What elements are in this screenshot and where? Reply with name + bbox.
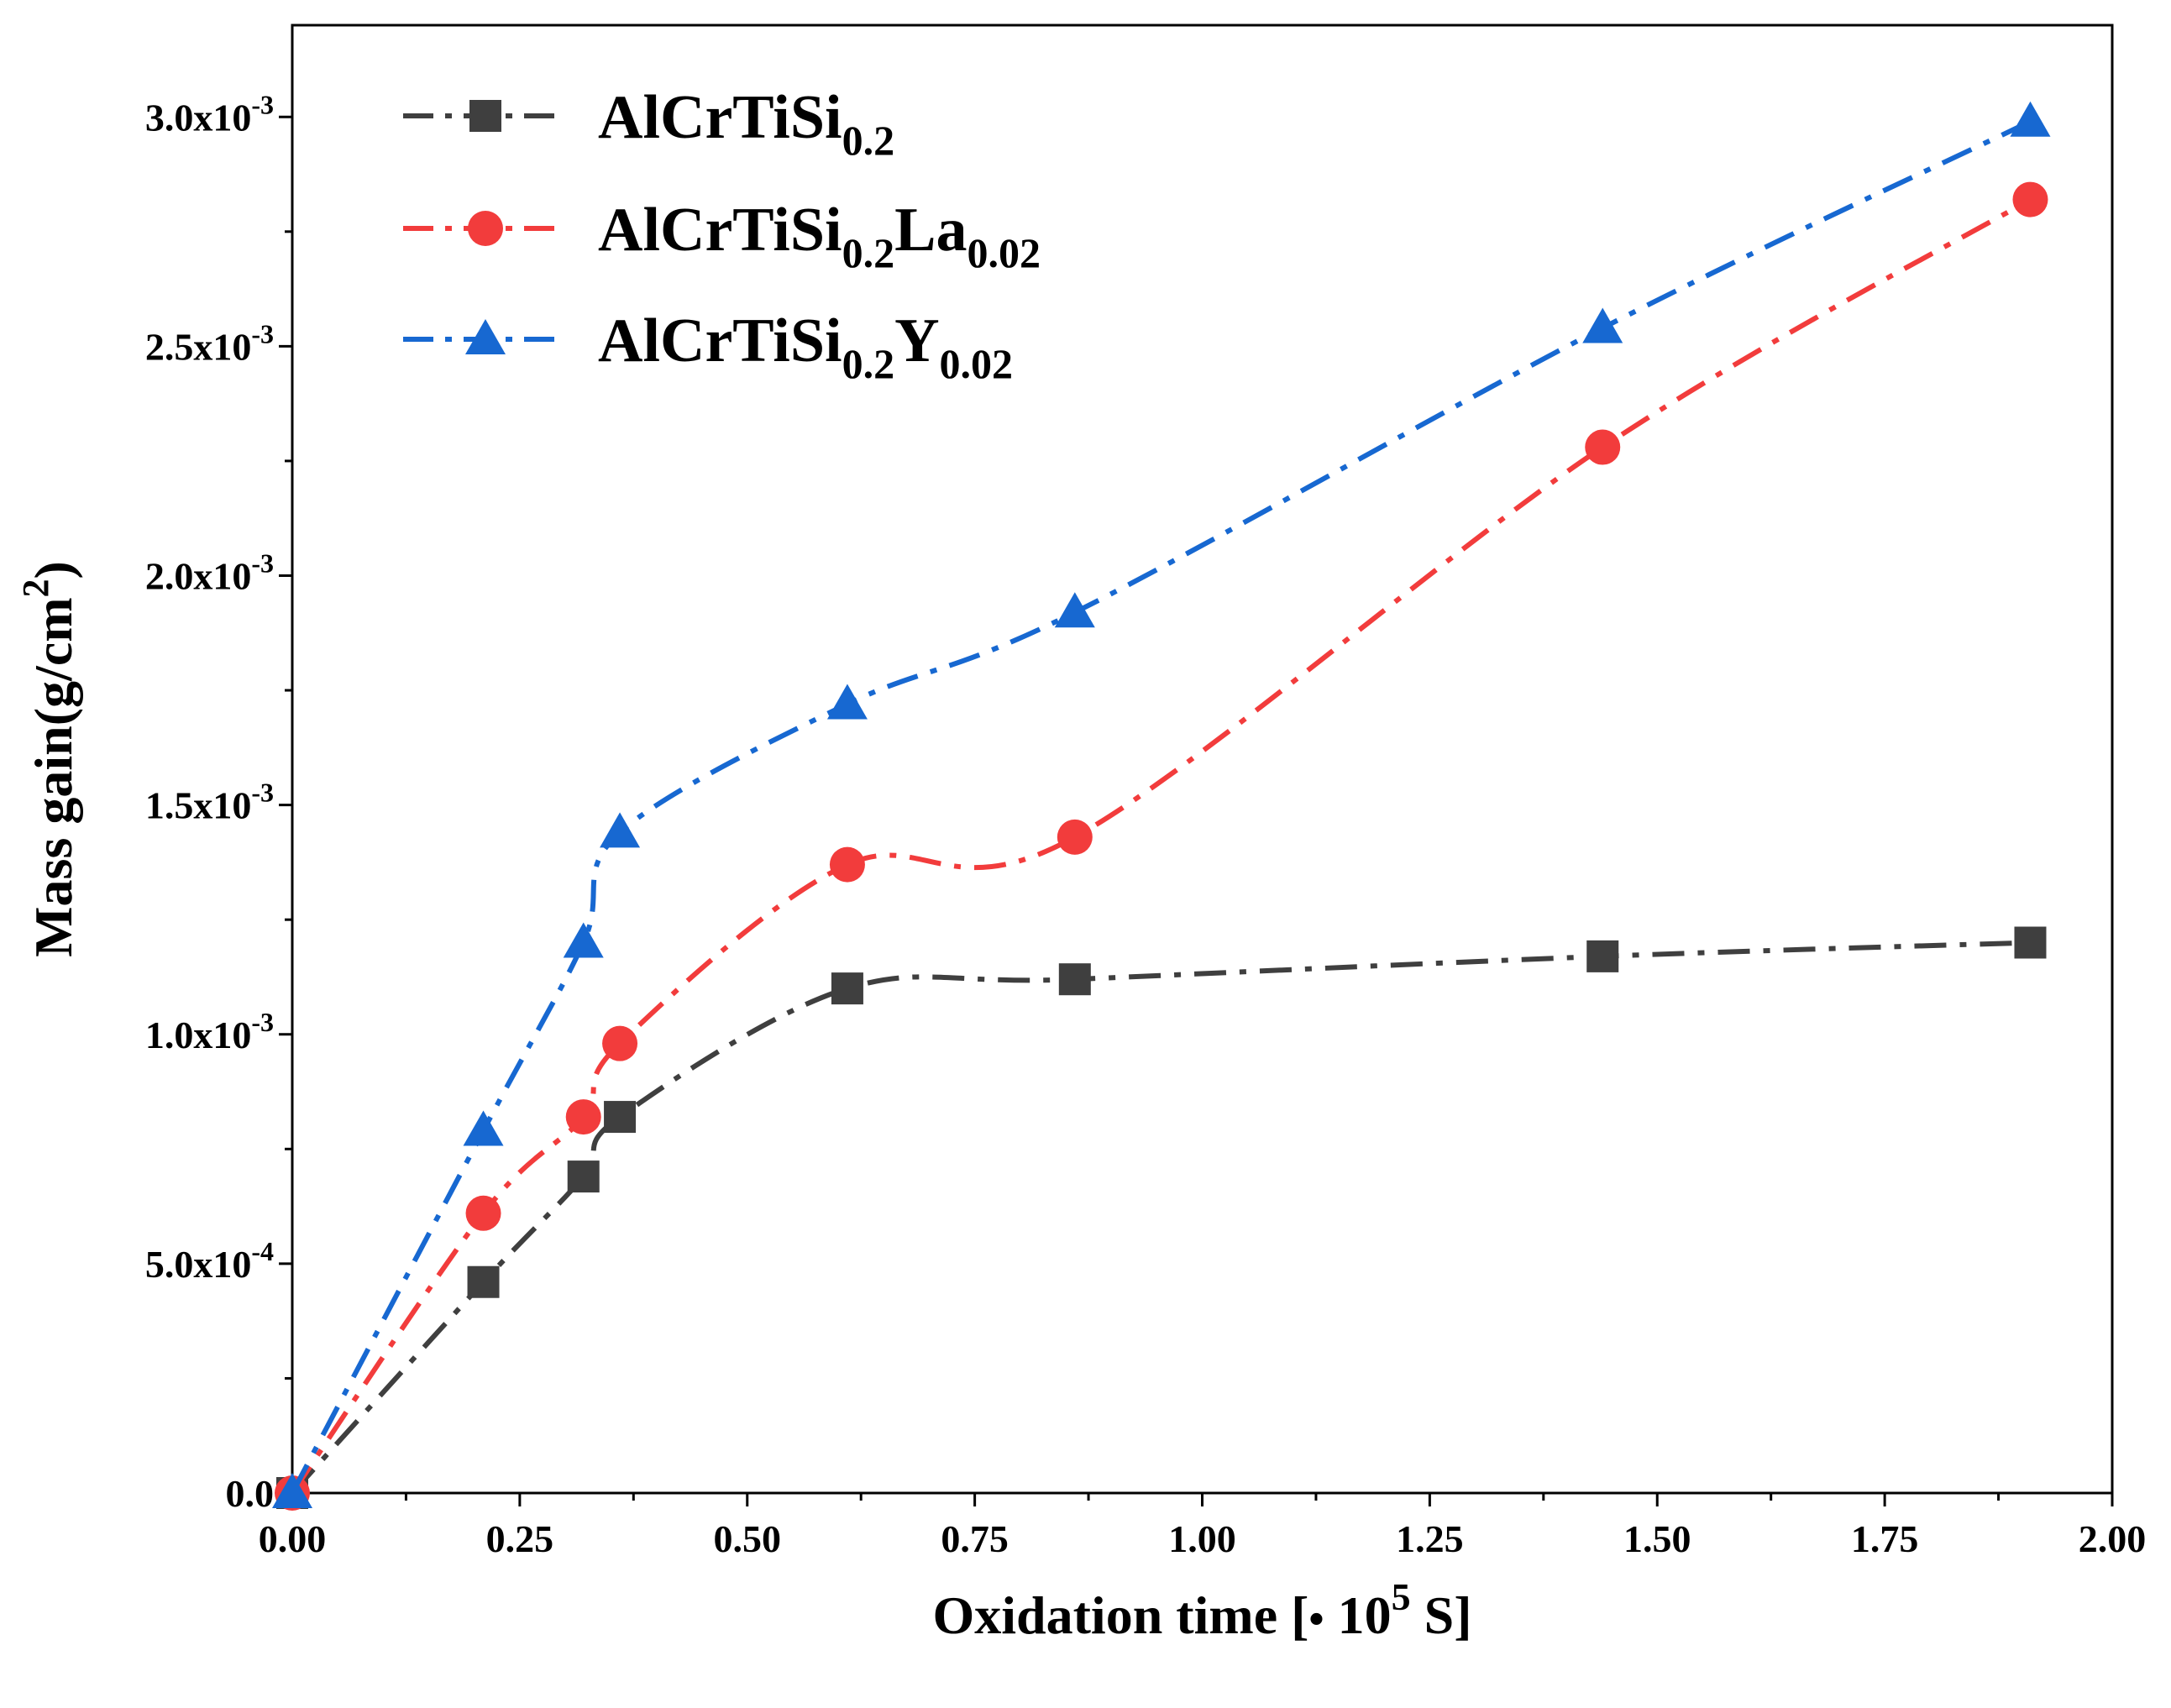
x-tick-label: 2.00 [2079, 1517, 2147, 1560]
data-point [465, 1195, 501, 1231]
y-tick-label: 1.0x10-3 [145, 1007, 274, 1056]
data-point [829, 846, 865, 883]
x-tick-label: 1.75 [1851, 1517, 1919, 1560]
y-tick-label: 0.0 [226, 1472, 275, 1515]
data-point [831, 972, 863, 1005]
x-tick-label: 0.75 [941, 1517, 1009, 1560]
legend-label: AlCrTiSi0.2La0.02 [598, 196, 1041, 276]
series-2 [275, 181, 2048, 1511]
data-point [1582, 307, 1623, 343]
x-tick-label: 0.00 [259, 1517, 327, 1560]
plot-frame [291, 24, 2114, 1495]
x-tick-label: 1.25 [1396, 1517, 1464, 1560]
data-point [1586, 940, 1619, 972]
x-tick-label: 1.00 [1168, 1517, 1236, 1560]
data-point [1057, 819, 1093, 855]
x-tick-label: 0.50 [714, 1517, 782, 1560]
series-3 [272, 101, 2051, 1508]
data-point [2014, 926, 2047, 959]
data-point [272, 1473, 312, 1508]
data-point [602, 1025, 638, 1061]
y-tick-label: 2.5x10-3 [145, 318, 274, 368]
legend-marker [469, 100, 501, 132]
y-tick-label: 3.0x10-3 [145, 89, 274, 139]
legend-label: AlCrTiSi0.2 [598, 83, 894, 164]
data-point [1054, 592, 1095, 628]
x-tick-label: 0.25 [486, 1517, 554, 1560]
data-point [2012, 181, 2048, 217]
legend-entry-2: AlCrTiSi0.2La0.02 [403, 196, 1041, 276]
legend-entry-1: AlCrTiSi0.2 [403, 83, 894, 164]
data-point [463, 1110, 504, 1146]
series-line [290, 119, 2032, 1495]
data-point [1585, 429, 1621, 465]
data-point [567, 1160, 600, 1193]
series-line [290, 196, 2032, 1495]
legend-marker [465, 319, 506, 354]
y-tick-label: 2.0x10-3 [145, 548, 274, 598]
data-point [826, 684, 868, 720]
data-point [565, 1099, 601, 1135]
data-point [600, 812, 641, 848]
data-point [1058, 963, 1091, 996]
legend-label: AlCrTiSi0.2Y0.02 [598, 306, 1013, 387]
data-point [2010, 101, 2051, 137]
x-tick-label: 1.50 [1623, 1517, 1691, 1560]
data-point [604, 1101, 637, 1134]
x-axis-title: Oxidation time [• 105 S] [932, 1575, 1471, 1645]
data-point [467, 1265, 500, 1298]
series-1 [276, 926, 2047, 1509]
series-line [290, 940, 2031, 1496]
legend-entry-3: AlCrTiSi0.2Y0.02 [403, 306, 1013, 387]
y-tick-label: 5.0x10-4 [145, 1236, 274, 1286]
data-point [563, 922, 604, 958]
legend-marker [468, 211, 503, 246]
y-tick-label: 1.5x10-3 [145, 778, 274, 827]
y-axis-title: Mass gain(g/cm2) [15, 561, 83, 957]
